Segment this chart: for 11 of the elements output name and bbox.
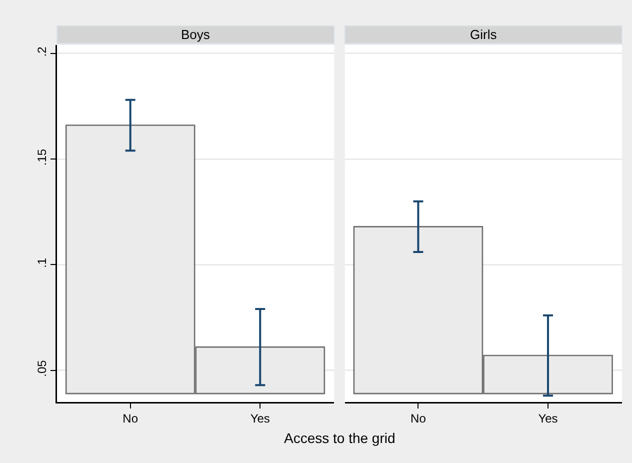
x-tick-label: Yes [250,412,270,426]
y-tick-label: .15 [34,148,49,166]
y-tick-label: .2 [34,46,49,57]
chart-title: Girls [470,27,498,42]
x-tick-label: No [410,412,426,426]
y-tick-label: .05 [34,360,49,377]
chart-title: Boys [181,27,210,42]
x-tick-label: Yes [538,412,558,426]
x-axis-title: Access to the grid [284,430,396,446]
x-tick-label: No [122,412,138,426]
y-tick-label: .1 [34,258,49,268]
